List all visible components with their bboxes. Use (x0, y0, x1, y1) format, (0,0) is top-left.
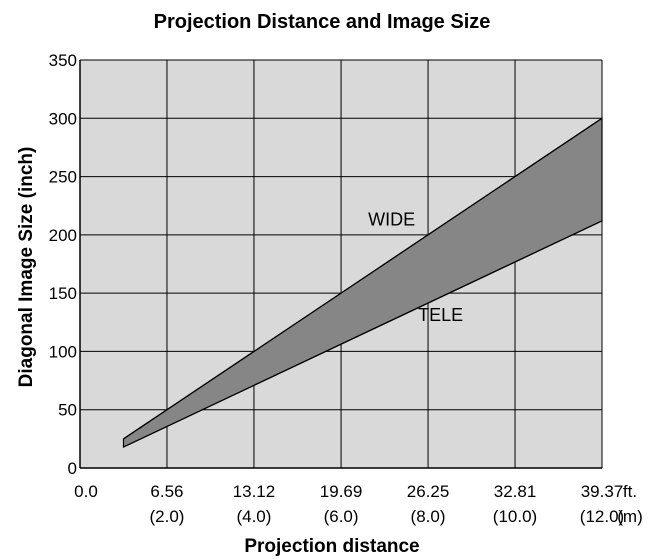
y-tick-label: 350 (49, 51, 77, 70)
y-tick-label: 0 (68, 459, 77, 478)
x-tick-label-ft: 32.81 (494, 482, 537, 501)
chart-title: Projection Distance and Image Size (154, 11, 491, 33)
x-tick-label-m: (6.0) (324, 507, 359, 526)
x-unit-ft: ft. (623, 482, 637, 501)
y-tick-label: 50 (58, 401, 77, 420)
x-tick-label-ft: 19.69 (320, 482, 363, 501)
y-axis-title: Diagonal Image Size (inch) (16, 147, 37, 388)
x-origin-label: 0.0 (74, 482, 98, 501)
annotation-tele: TELE (418, 305, 463, 325)
x-tick-label-ft: 6.56 (150, 482, 183, 501)
x-unit-m: (m) (617, 507, 642, 526)
annotations: WIDE TELE (368, 210, 463, 326)
series-line-tele (123, 220, 603, 448)
y-tick-label: 300 (49, 109, 77, 128)
x-axis-title: Projection distance (244, 536, 419, 557)
y-tick-label: 200 (49, 226, 77, 245)
annotation-wide: WIDE (368, 210, 415, 230)
x-tick-label-m: (2.0) (149, 507, 184, 526)
x-tick-label-m: (8.0) (411, 507, 446, 526)
x-tick-label-ft: 39.37 (581, 482, 624, 501)
axes (79, 60, 602, 469)
y-tick-label: 150 (49, 284, 77, 303)
series-layer (122, 117, 603, 448)
y-tick-label: 100 (49, 342, 77, 361)
x-tick-label-m: (4.0) (236, 507, 271, 526)
x-tick-label-m: (10.0) (493, 507, 537, 526)
series-line-wide (123, 117, 603, 440)
y-tick-label: 250 (49, 168, 77, 187)
x-tick-label-ft: 13.12 (233, 482, 276, 501)
x-tick-label-ft: 26.25 (407, 482, 450, 501)
tick-labels: 0 50 100 150 200 250 300 350 0.0 6.56 (2.0) 13.12 (4… (49, 51, 643, 526)
x-tick-label-m: (12.0) (580, 507, 624, 526)
